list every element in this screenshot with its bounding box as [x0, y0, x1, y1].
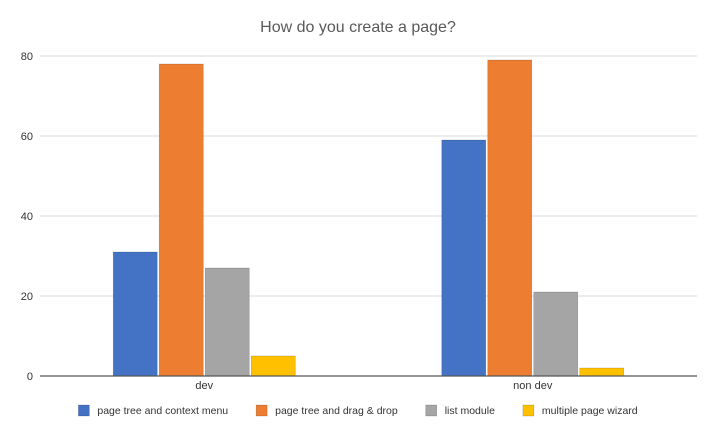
bar-4-2: [579, 367, 625, 377]
x-axis-categories: dev non dev: [195, 380, 552, 392]
legend-item: page tree and context menu: [78, 404, 228, 417]
bar-1-1: [112, 251, 158, 377]
legend-item: list module: [425, 404, 495, 417]
legend: page tree and context menu page tree and …: [78, 404, 638, 417]
y-tick-label: 0: [27, 371, 33, 383]
x-category-label: dev: [195, 380, 213, 392]
legend-swatch: [255, 404, 268, 417]
bars: [112, 59, 625, 377]
bar-4-1: [250, 355, 296, 377]
y-tick-label: 60: [21, 131, 33, 143]
legend-label: multiple page wizard: [542, 405, 638, 417]
y-tick-label: 20: [21, 291, 33, 303]
legend-item: multiple page wizard: [522, 404, 638, 417]
legend-swatch: [78, 404, 90, 417]
y-tick-label: 40: [21, 211, 33, 223]
bar-3-1: [204, 267, 250, 377]
x-category-label: non dev: [513, 380, 553, 392]
legend-swatch: [425, 404, 438, 417]
bar-1-2: [441, 139, 487, 377]
bar-2-1: [158, 63, 204, 377]
y-tick-label: 80: [21, 51, 33, 63]
legend-item: page tree and drag & drop: [255, 404, 398, 417]
legend-swatch: [522, 404, 535, 417]
chart-title: How do you create a page?: [260, 19, 456, 36]
legend-label: list module: [445, 405, 495, 417]
legend-label: page tree and drag & drop: [275, 405, 398, 417]
bar-3-2: [533, 291, 579, 377]
legend-label: page tree and context menu: [97, 405, 228, 417]
y-axis-ticks: 0 20 40 60 80: [21, 51, 33, 383]
bar-2-2: [487, 59, 533, 377]
gridlines: [40, 55, 697, 297]
